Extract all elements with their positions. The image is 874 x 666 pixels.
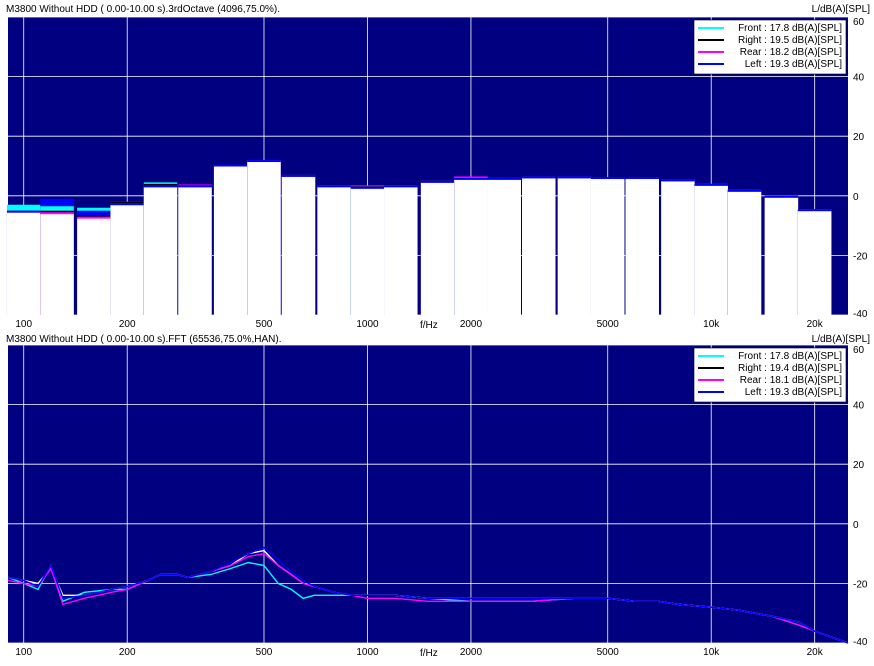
legend-entry: Rear : 18.2 dB(A)[SPL]: [740, 47, 842, 58]
x-axis-bottom: 100 200 500 1000 2000 5000 10k 20k: [15, 647, 823, 658]
bar-body: [178, 187, 212, 315]
x-tick-label: 500: [256, 647, 273, 658]
bar-body: [110, 205, 144, 315]
bar-series-top: [6, 160, 832, 315]
bar-body: [590, 179, 625, 315]
bar-body: [661, 181, 695, 315]
chart-header-top: M3800 Without HDD ( 0.00-10.00 s).3rdOct…: [6, 4, 280, 15]
x-tick-label: 100: [15, 319, 32, 330]
y-tick-label: -20: [853, 579, 868, 590]
x-tick-label: 20k: [807, 319, 824, 330]
legend-entry: Left : 19.3 dB(A)[SPL]: [745, 387, 842, 398]
bar-body: [764, 197, 799, 315]
bar-body: [77, 218, 111, 315]
bar-body: [522, 178, 556, 315]
x-tick-label: 5000: [597, 647, 620, 658]
bar-body: [143, 187, 178, 315]
y-unit-top: L/dB(A)[SPL]: [812, 4, 871, 15]
x-unit-bottom: f/Hz: [420, 648, 438, 659]
bar-body: [384, 187, 418, 315]
legend-entry: Left : 19.3 dB(A)[SPL]: [745, 59, 842, 70]
x-tick-label: 10k: [703, 647, 720, 658]
y-tick-label: 40: [853, 401, 865, 412]
x-tick-label: 200: [119, 647, 136, 658]
x-tick-label: 1000: [356, 647, 379, 658]
y-tick-label: 60: [853, 17, 865, 28]
y-unit-bottom: L/dB(A)[SPL]: [812, 334, 871, 345]
x-tick-label: 2000: [460, 319, 483, 330]
bar-body: [420, 182, 455, 315]
bar-body: [694, 185, 728, 315]
bar-body: [350, 188, 385, 315]
x-tick-label: 10k: [703, 319, 720, 330]
legend-entry: Front : 17.8 dB(A)[SPL]: [738, 23, 842, 34]
legend-entry: Rear : 18.1 dB(A)[SPL]: [740, 375, 842, 386]
bar-body: [281, 176, 316, 315]
x-axis-top: 100 200 500 1000 2000 5000 10k 20k: [15, 319, 823, 330]
x-tick-label: 2000: [460, 647, 483, 658]
legend-top: Front : 17.8 dB(A)[SPL]Right : 19.5 dB(A…: [693, 19, 847, 75]
bar-body: [213, 166, 248, 315]
legend-entry: Front : 17.8 dB(A)[SPL]: [738, 351, 842, 362]
bar-body: [487, 179, 522, 315]
x-tick-label: 20k: [807, 647, 824, 658]
x-tick-label: 5000: [597, 319, 620, 330]
line-series-bottom: [7, 546, 849, 644]
bar-body: [40, 214, 74, 315]
bar-body: [317, 187, 351, 315]
y-tick-label: 0: [853, 192, 859, 203]
bar-body: [557, 178, 592, 315]
bar-body: [247, 162, 281, 315]
legend-entry: Right : 19.4 dB(A)[SPL]: [738, 363, 842, 374]
legend-bottom: Front : 17.8 dB(A)[SPL]Right : 19.4 dB(A…: [693, 347, 847, 403]
y-tick-label: 20: [853, 132, 865, 143]
grid-bottom: [8, 344, 848, 644]
y-tick-label: 60: [853, 345, 865, 356]
x-tick-label: 1000: [356, 319, 379, 330]
legend-entry: Right : 19.5 dB(A)[SPL]: [738, 35, 842, 46]
bar-body: [6, 212, 41, 315]
y-tick-label: -40: [853, 309, 868, 320]
series-line-left: [7, 546, 849, 644]
y-tick-label: 0: [853, 520, 859, 531]
y-tick-label: -20: [853, 251, 868, 262]
x-unit-top: f/Hz: [420, 320, 438, 331]
bar-body: [454, 179, 488, 315]
y-axis-top: 60 40 20 0 -20 -40: [853, 17, 868, 320]
y-tick-label: 20: [853, 460, 865, 471]
x-tick-label: 100: [15, 647, 32, 658]
y-axis-bottom: 60 40 20 0 -20 -40: [853, 345, 868, 648]
bar-body: [797, 211, 832, 315]
x-tick-label: 200: [119, 319, 136, 330]
bar-body: [727, 191, 762, 315]
chart-header-bottom: M3800 Without HDD ( 0.00-10.00 s).FFT (6…: [6, 334, 281, 345]
y-tick-label: -40: [853, 637, 868, 648]
y-tick-label: 40: [853, 73, 865, 84]
x-tick-label: 500: [256, 319, 273, 330]
bar-body: [625, 179, 659, 315]
